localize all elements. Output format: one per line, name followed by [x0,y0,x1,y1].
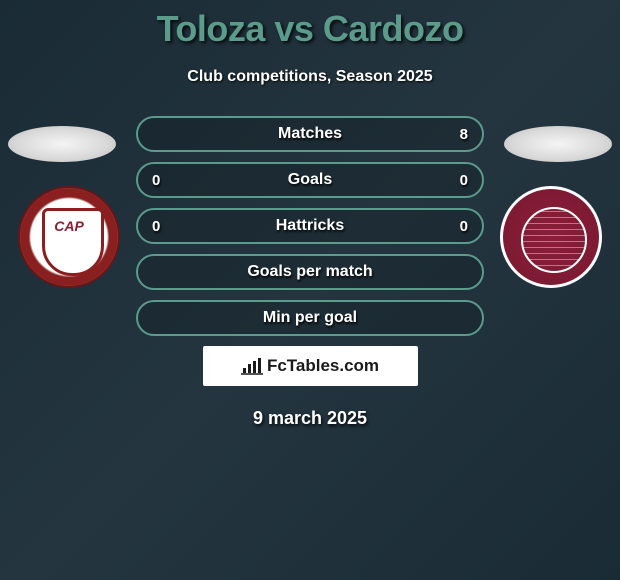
stat-right-value: 8 [460,126,468,143]
stat-row-min-per-goal: Min per goal [136,300,484,336]
player-photo-left [8,126,116,162]
stat-label: Goals per match [138,263,482,281]
player-photo-right [504,126,612,162]
stat-label: Hattricks [138,217,482,235]
brand-text: FcTables.com [267,356,379,376]
season-subtitle: Club competitions, Season 2025 [0,68,620,86]
stat-right-value: 0 [460,218,468,235]
stat-label: Matches [138,125,482,143]
stat-label: Min per goal [138,309,482,327]
stat-right-value: 0 [460,172,468,189]
stat-label: Goals [138,171,482,189]
stat-row-hattricks: 0 Hattricks 0 [136,208,484,244]
comparison-date: 9 march 2025 [0,408,620,429]
club-badge-left [18,186,120,288]
comparison-title: Toloza vs Cardozo [0,0,620,50]
stat-row-goals: 0 Goals 0 [136,162,484,198]
stat-row-goals-per-match: Goals per match [136,254,484,290]
chart-bars-icon [241,357,263,375]
stat-row-matches: Matches 8 [136,116,484,152]
club-badge-right [500,186,602,288]
brand-badge[interactable]: FcTables.com [203,346,418,386]
stats-table: Matches 8 0 Goals 0 0 Hattricks 0 Goals … [136,116,484,336]
comparison-container: Matches 8 0 Goals 0 0 Hattricks 0 Goals … [0,116,620,429]
